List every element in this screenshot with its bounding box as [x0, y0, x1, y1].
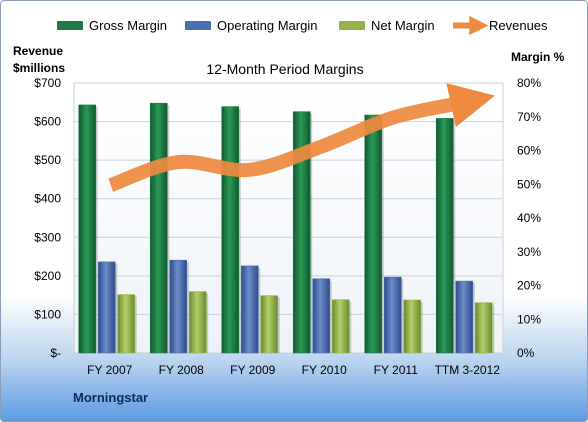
bar-net-margin [260, 295, 279, 354]
source-label: Morningstar [73, 390, 148, 405]
right-tick-label: 80% [517, 76, 541, 90]
bars [78, 102, 495, 354]
bar-net-margin [188, 291, 207, 354]
left-tick-label: $100 [34, 307, 61, 321]
bar-gross-margin [364, 114, 383, 354]
legend-swatch-net-margin [339, 21, 365, 30]
right-tick-label: 70% [517, 110, 541, 124]
revenue-line [108, 83, 495, 192]
left-tick-label: $500 [34, 153, 61, 167]
right-tick-label: 60% [517, 144, 541, 158]
bar-operating-margin [455, 280, 474, 354]
category-label: FY 2008 [159, 363, 204, 377]
left-tick-label: $700 [34, 76, 61, 90]
left-tick-label: $400 [34, 192, 61, 206]
bar-net-margin [403, 299, 422, 354]
right-tick-label: 10% [517, 312, 541, 326]
right-axis-ticks: 0% 10% 20% 30% 40% 50% 60% 70% 80% [517, 76, 541, 360]
chart-title: 12-Month Period Margins [206, 61, 363, 77]
right-axis-title: Margin % [511, 50, 565, 64]
bar-operating-margin [169, 259, 188, 354]
left-tick-label: $- [50, 346, 61, 360]
category-label: FY 2007 [87, 363, 132, 377]
legend-swatch-operating-margin [185, 21, 211, 30]
right-tick-label: 20% [517, 279, 541, 293]
legend: Gross Margin Operating Margin Net Margin… [57, 15, 548, 36]
left-tick-label: $300 [34, 230, 61, 244]
left-axis-title-line2: $millions [13, 61, 65, 75]
bar-gross-margin [292, 111, 311, 354]
legend-label-revenues: Revenues [489, 18, 548, 33]
right-tick-label: 0% [517, 346, 535, 360]
category-label: TTM 3-2012 [435, 363, 501, 377]
bar-gross-margin [78, 104, 97, 354]
right-tick-label: 50% [517, 177, 541, 191]
left-tick-label: $600 [34, 115, 61, 129]
left-axis-ticks: $- $100 $200 $300 $400 $500 $600 $700 [34, 76, 61, 360]
bar-gross-margin [435, 118, 454, 354]
bar-operating-margin [312, 278, 331, 354]
bar-gross-margin [221, 106, 240, 354]
legend-swatch-gross-margin [57, 21, 83, 30]
legend-label-gross-margin: Gross Margin [89, 18, 167, 33]
right-tick-label: 40% [517, 211, 541, 225]
category-label: FY 2010 [302, 363, 347, 377]
bar-net-margin [474, 302, 493, 354]
left-tick-label: $200 [34, 269, 61, 283]
bar-net-margin [117, 294, 136, 354]
category-labels: FY 2007 FY 2008 FY 2009 FY 2010 FY 2011 TTM 3… [87, 363, 500, 377]
left-axis-title-line1: Revenue [13, 44, 63, 58]
bar-gross-margin [149, 102, 168, 354]
bar-net-margin [331, 299, 350, 354]
category-label: FY 2011 [374, 363, 419, 377]
bar-operating-margin [240, 265, 259, 354]
bar-operating-margin [97, 261, 116, 354]
legend-label-net-margin: Net Margin [371, 18, 435, 33]
right-tick-label: 30% [517, 245, 541, 259]
plot-area [73, 82, 504, 354]
bar-operating-margin [383, 276, 402, 354]
category-label: FY 2009 [230, 363, 275, 377]
legend-label-operating-margin: Operating Margin [217, 18, 317, 33]
revenue-line-group [108, 83, 495, 192]
